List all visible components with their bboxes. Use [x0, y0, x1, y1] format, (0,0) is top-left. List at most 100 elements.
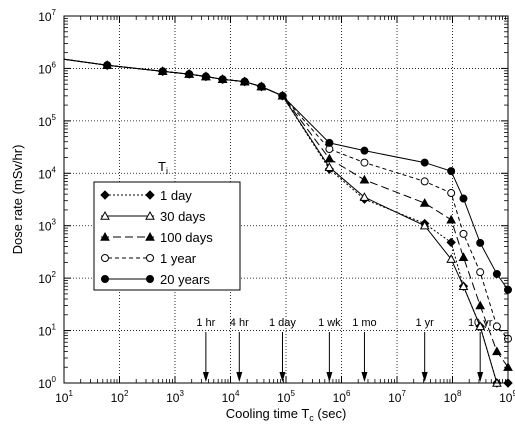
circle-filled-marker [492, 269, 501, 278]
y-tick-label-base: 10 [38, 115, 52, 129]
circle-filled-marker [360, 146, 369, 155]
diamond-filled-marker [100, 190, 110, 200]
annotation-4-hr: 4 hr [230, 317, 249, 382]
annotation-arrow-head [279, 372, 286, 382]
y-tick-label: 103 [38, 218, 56, 234]
x-tick-label: 101 [55, 389, 73, 405]
legend-title: Ti [158, 159, 168, 176]
circle-open-marker [360, 158, 369, 167]
triangle-open-marker [419, 220, 430, 230]
annotation-arrow-head [361, 372, 368, 382]
legend-label: 100 days [160, 230, 213, 245]
tick-labels: 101 102 103 104 105 106 107 108 1091001011021031… [38, 8, 515, 405]
circle-filled-marker [218, 75, 227, 84]
circle-open-marker [492, 322, 501, 331]
x-axis-label-main: Cooling time T [226, 406, 310, 421]
triangle-filled-marker [419, 198, 430, 207]
x-tick-label: 107 [388, 389, 406, 405]
circle-open-marker [146, 254, 154, 262]
triangle-open-marker [475, 321, 486, 331]
annotation-arrow-head [236, 372, 243, 382]
y-tick-label: 107 [38, 8, 56, 24]
circle-filled-marker [325, 138, 334, 147]
legend-entry: 100 days [100, 230, 213, 245]
x-tick-label-base: 10 [388, 391, 402, 405]
x-tick-label: 102 [111, 389, 129, 405]
y-tick-label-exponent: 1 [52, 323, 57, 332]
legend-label: 30 days [160, 209, 206, 224]
x-tick-label-exponent: 5 [290, 389, 295, 398]
x-tick-label-exponent: 4 [235, 389, 240, 398]
circle-open-marker [101, 254, 109, 262]
legend-title-sub: i [166, 166, 168, 176]
annotation-arrow-head [421, 372, 428, 382]
circle-open-marker [447, 189, 456, 198]
x-tick-label-exponent: 7 [401, 389, 406, 398]
circle-open-marker [476, 268, 485, 277]
triangle-filled-marker [324, 153, 335, 163]
x-tick-label-base: 10 [222, 391, 236, 405]
triangle-filled-marker [145, 231, 155, 241]
x-axis-label: Cooling time Tc (sec) [226, 406, 347, 423]
triangle-open-marker [359, 192, 370, 201]
triangle-open-marker [446, 254, 457, 263]
x-tick-label-base: 10 [444, 391, 458, 405]
triangle-filled-marker [492, 346, 502, 356]
x-axis-label-unit: (sec) [314, 406, 347, 421]
legend-entry: 1 year [101, 251, 197, 266]
annotation-label: 1 hr [196, 317, 215, 329]
y-tick-label-exponent: 0 [52, 375, 57, 384]
legend-entry: 20 years [101, 272, 210, 287]
x-axis-label-sub: c [309, 413, 314, 423]
diamond-filled-marker [145, 190, 155, 200]
triangle-filled-marker [359, 174, 370, 184]
y-tick-label-exponent: 2 [52, 270, 57, 279]
annotation-label: 1 yr [416, 317, 435, 329]
x-tick-label: 105 [277, 389, 295, 405]
y-axis-label: Dose rate (mSv/hr) [10, 145, 25, 255]
x-tick-label-exponent: 3 [179, 389, 184, 398]
x-tick-label-exponent: 9 [512, 389, 515, 398]
legend-box [93, 181, 241, 291]
x-tick-label-base: 10 [111, 391, 125, 405]
annotation-1-yr: 1 yr [416, 317, 435, 382]
circle-filled-marker [240, 77, 249, 86]
x-tick-label: 108 [444, 389, 462, 405]
circle-filled-marker [278, 91, 287, 100]
legend-entry: 1 day [100, 188, 192, 203]
y-tick-label: 100 [38, 375, 56, 391]
circle-filled-marker [447, 167, 456, 176]
annotation-label: 1 mo [352, 317, 376, 329]
x-tick-label: 103 [166, 389, 184, 405]
annotation-1-hr: 1 hr [196, 317, 216, 382]
diamond-filled-marker [446, 237, 456, 248]
triangle-filled-marker [100, 231, 110, 241]
time-annotations: 1 hr 4 hr 1 day 1 wk 1 mo 1 yr 10 yr [196, 317, 493, 382]
triangle-open-marker [145, 210, 155, 220]
x-tick-label-base: 10 [333, 391, 347, 405]
legend-label: 1 year [160, 251, 197, 266]
x-tick-label-base: 10 [277, 391, 291, 405]
circle-filled-marker [201, 72, 210, 81]
x-tick-label-exponent: 2 [124, 389, 129, 398]
y-tick-label-base: 10 [38, 62, 52, 76]
y-tick-label: 102 [38, 270, 56, 286]
triangle-filled-marker [475, 300, 486, 310]
circle-filled-marker [420, 158, 429, 167]
triangle-filled-marker [458, 252, 469, 261]
y-tick-label-base: 10 [38, 325, 52, 339]
annotation-1-day: 1 day [269, 317, 296, 382]
x-tick-label: 109 [499, 389, 515, 405]
annotation-1-mo: 1 mo [352, 317, 377, 382]
circle-filled-marker [459, 194, 468, 203]
circle-filled-marker [185, 70, 194, 79]
y-tick-label-exponent: 3 [52, 218, 57, 227]
circle-filled-marker [103, 61, 112, 70]
annotation-label: 4 hr [230, 317, 249, 329]
legend-entry: 30 days [100, 209, 206, 224]
legend-label: 1 day [160, 188, 192, 203]
circle-open-marker [420, 177, 429, 186]
annotation-arrow-head [477, 372, 484, 382]
y-tick-label-exponent: 5 [52, 113, 57, 122]
